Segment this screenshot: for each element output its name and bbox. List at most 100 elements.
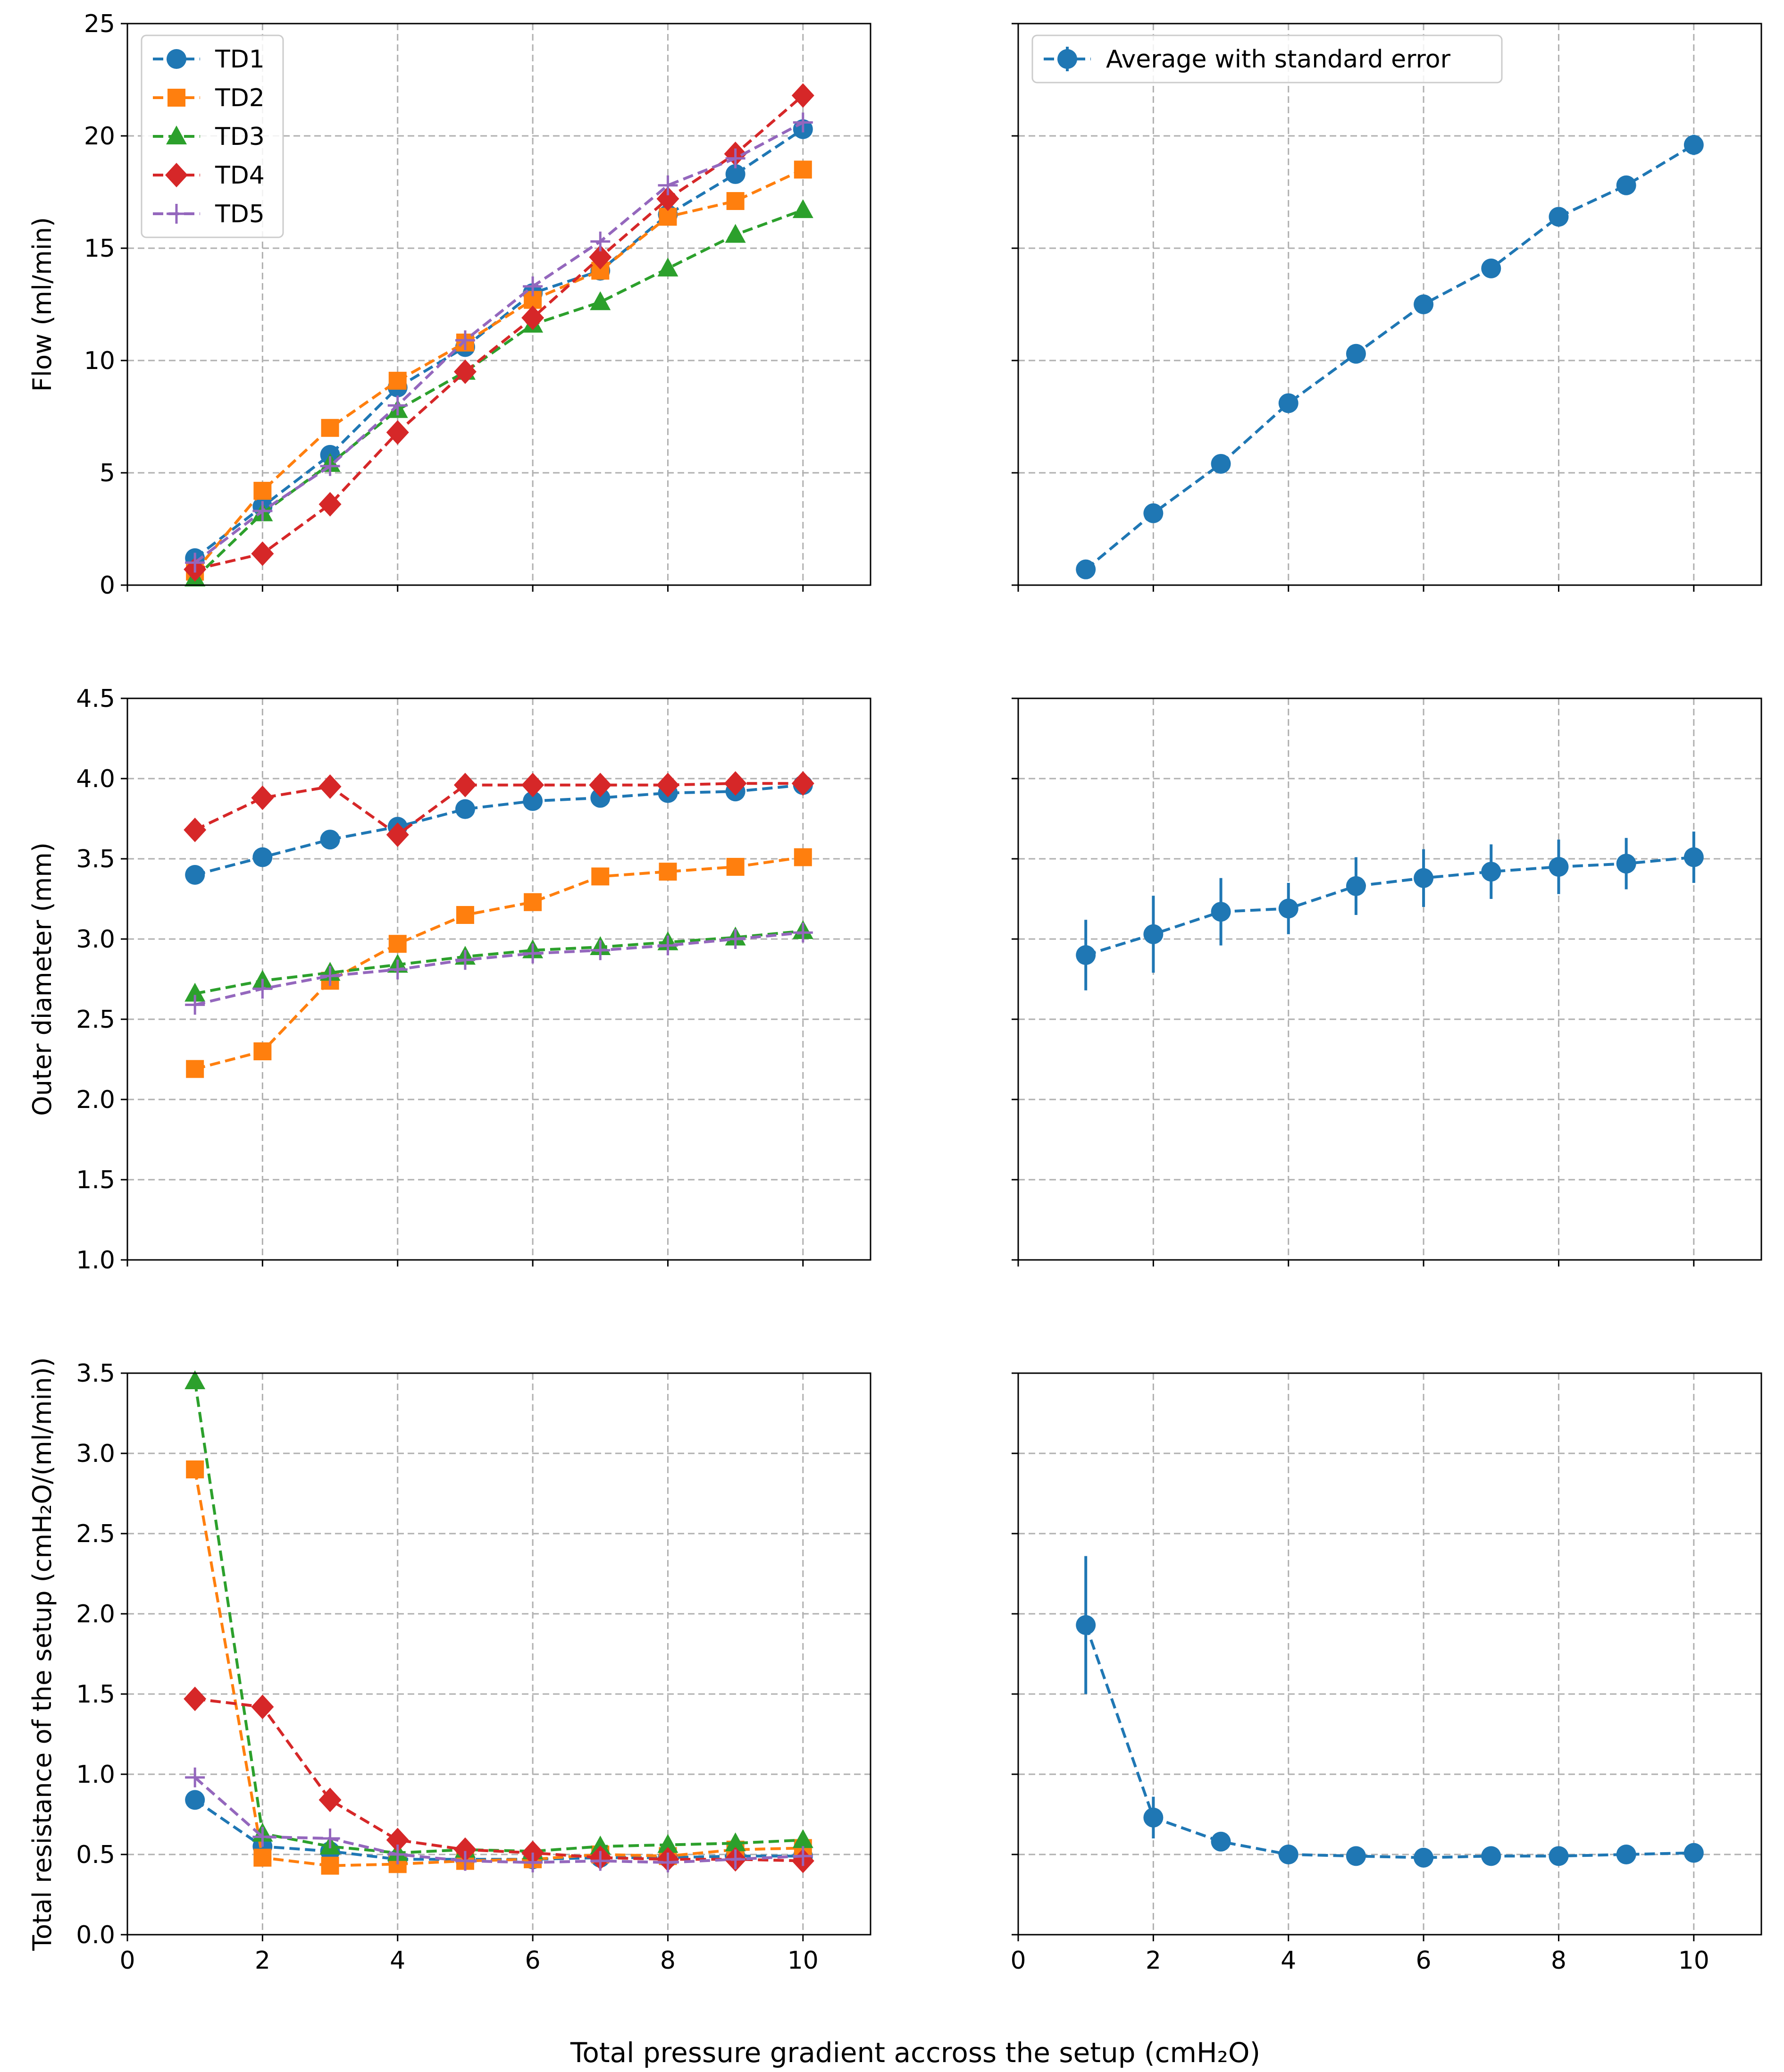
- series-average-with-standard-error: [1076, 134, 1704, 579]
- data-point: [1481, 1846, 1501, 1866]
- data-point: [1278, 898, 1298, 919]
- data-point: [1143, 503, 1164, 523]
- data-point: [1549, 1846, 1569, 1866]
- series-line: [194, 209, 804, 579]
- data-point: [1481, 862, 1501, 882]
- y-tick-label: 4.0: [76, 765, 115, 793]
- data-point: [725, 148, 745, 168]
- data-point: [387, 959, 408, 980]
- series-line: [193, 1469, 803, 1867]
- data-point: [792, 1829, 813, 1848]
- data-point: [521, 772, 544, 797]
- data-point: [1278, 1845, 1298, 1864]
- panel-resistance-individual: 0 2 4 6 8 10 0.0 0.5 1.0 1.5 2.0 2.5 3.0 3.5 Total res…: [27, 1357, 871, 1975]
- data-point: [251, 1695, 274, 1720]
- y-tick-label: 2.5: [76, 1006, 115, 1034]
- legend-label: TD3: [215, 123, 265, 151]
- series-average-with-standard-error: [1076, 831, 1704, 990]
- legend-marker: [165, 163, 188, 187]
- y-tick-label: 3.5: [76, 1359, 115, 1388]
- legend-marker: [167, 49, 186, 69]
- data-point: [251, 541, 274, 566]
- y-tick-label: 1.0: [76, 1761, 115, 1789]
- data-point: [1211, 453, 1231, 474]
- y-tick-label: 1.0: [76, 1246, 115, 1275]
- legend-marker: [166, 126, 187, 144]
- data-point: [725, 224, 746, 243]
- series-line: [194, 1776, 803, 1864]
- data-point: [320, 456, 340, 476]
- data-point: [1211, 902, 1231, 922]
- data-point: [253, 1848, 272, 1867]
- data-point: [590, 940, 611, 960]
- series-td4: [184, 1686, 814, 1873]
- data-point: [252, 979, 273, 999]
- y-tick-label: 2.0: [76, 1600, 115, 1628]
- data-point: [590, 291, 611, 310]
- data-point: [726, 192, 745, 210]
- x-tick-label: 10: [787, 1946, 819, 1975]
- series-line: [194, 1697, 803, 1862]
- data-point: [184, 817, 207, 842]
- data-point: [185, 865, 205, 885]
- data-point: [184, 1370, 206, 1389]
- data-point: [455, 799, 475, 819]
- data-point: [455, 330, 475, 351]
- data-point: [794, 160, 812, 179]
- data-point: [523, 1853, 543, 1872]
- x-tick-label: 2: [255, 1946, 270, 1975]
- data-point: [1143, 924, 1164, 944]
- data-point: [725, 929, 745, 949]
- data-point: [185, 995, 205, 1015]
- y-tick-label: 10: [84, 347, 115, 375]
- series-line: [1084, 1624, 1694, 1859]
- legend-box: [1031, 34, 1503, 84]
- legend-marker: [168, 89, 185, 107]
- y-tick-label: 2.0: [76, 1086, 115, 1114]
- x-tick-label: 4: [1281, 1946, 1296, 1975]
- data-point: [185, 553, 205, 573]
- data-point: [253, 482, 272, 500]
- series-line: [194, 930, 804, 995]
- data-point: [589, 772, 612, 797]
- data-point: [1143, 1807, 1164, 1828]
- panel-flow-individual: 0 5 10 15 20 25 Flow (ml/min) TD1 TD2 TD3 TD4 TD5: [27, 10, 871, 600]
- data-point: [320, 830, 340, 850]
- data-point: [657, 1834, 678, 1853]
- data-point: [1076, 559, 1096, 579]
- data-point: [1414, 868, 1434, 888]
- data-point: [1414, 1847, 1434, 1868]
- series-line: [194, 121, 804, 564]
- data-point: [387, 1845, 408, 1864]
- y-tick-label: 1.5: [76, 1166, 115, 1194]
- x-tick-label: 6: [1416, 1946, 1432, 1975]
- data-point: [320, 1829, 340, 1848]
- data-point: [791, 83, 814, 108]
- legend-entry: TD3: [153, 123, 265, 151]
- y-tick-label: 15: [84, 235, 115, 263]
- data-point: [658, 1853, 678, 1872]
- data-point: [186, 1460, 204, 1478]
- data-point: [453, 359, 477, 384]
- panel-diameter-individual: 1.0 1.5 2.0 2.5 3.0 3.5 4.0 4.5 Outer diameter (…: [27, 685, 871, 1275]
- data-point: [388, 371, 407, 390]
- data-point: [1616, 1845, 1636, 1864]
- data-point: [791, 771, 814, 796]
- data-point: [321, 1856, 339, 1875]
- data-point: [1683, 135, 1704, 155]
- legend: Average with standard error: [1031, 34, 1503, 84]
- data-point: [524, 893, 542, 911]
- series-line: [1085, 856, 1694, 956]
- legend-marker: [1057, 49, 1077, 69]
- data-point: [794, 848, 812, 866]
- series-average-with-standard-error: [1076, 1556, 1704, 1868]
- data-point: [455, 950, 475, 970]
- data-point: [387, 395, 408, 416]
- x-tick-label: 8: [1551, 1946, 1566, 1975]
- data-point: [726, 858, 745, 876]
- y-tick-label: 25: [84, 10, 115, 38]
- data-point: [455, 1851, 475, 1871]
- axes-frame: [126, 1372, 871, 1936]
- legend-entry: TD1: [153, 45, 265, 74]
- legend: TD1 TD2 TD3 TD4 TD5: [141, 34, 284, 238]
